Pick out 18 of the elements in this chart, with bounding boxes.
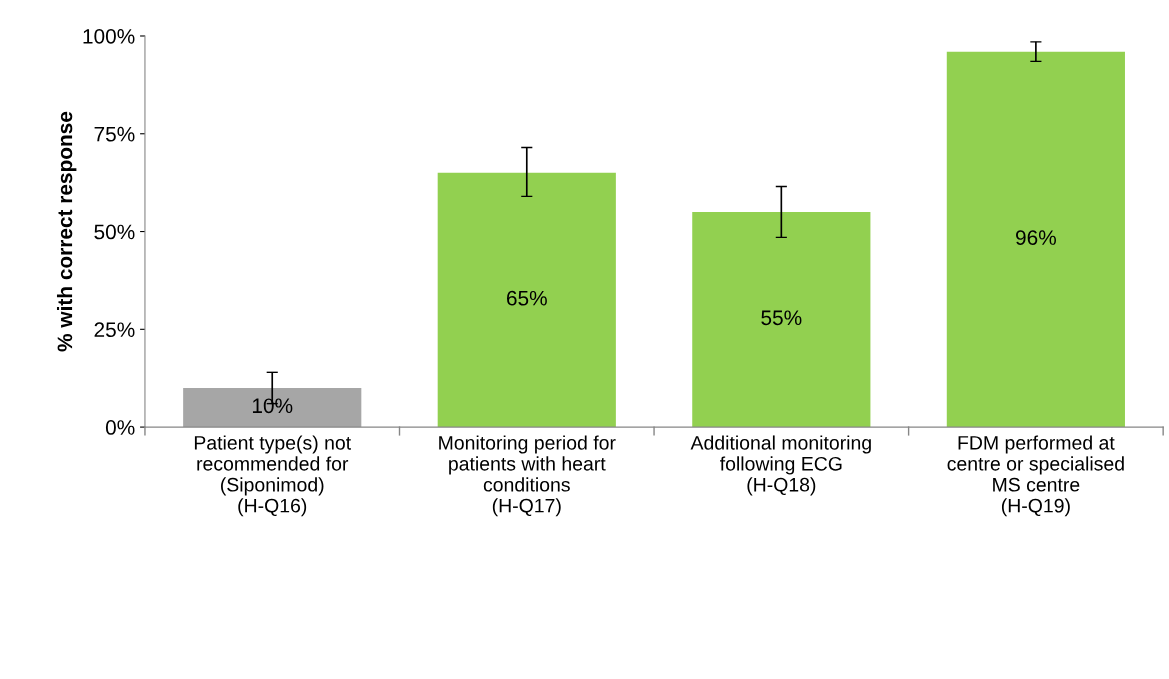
x-tick-label: Monitoring period for patients with heart conditions (H-Q17)	[439, 435, 616, 517]
x-tick-label: Patient type(s) not recommended for (Siponimod) (H-Q16)	[194, 435, 351, 517]
y-tick-label: 25%	[94, 322, 135, 338]
bar	[183, 387, 362, 428]
bar	[946, 51, 1125, 428]
y-tick-label: 75%	[94, 126, 135, 142]
data-label: 10%	[252, 398, 293, 414]
data-label: 96%	[1016, 230, 1056, 245]
x-tick-label: Additional monitoring following ECG (H-Q18)	[690, 435, 871, 496]
y-tick-label: 100%	[83, 28, 135, 44]
y-axis-title: % with correct response	[56, 111, 77, 352]
y-tick-label: 0%	[105, 420, 135, 435]
data-label: 65%	[506, 290, 547, 306]
y-tick-label: 50%	[94, 224, 135, 240]
bar	[437, 172, 616, 428]
bar	[692, 211, 871, 428]
x-tick-label: FDM performed at centre or specialised MS centre (H-Q19)	[947, 435, 1124, 517]
data-label: 55%	[761, 310, 802, 326]
